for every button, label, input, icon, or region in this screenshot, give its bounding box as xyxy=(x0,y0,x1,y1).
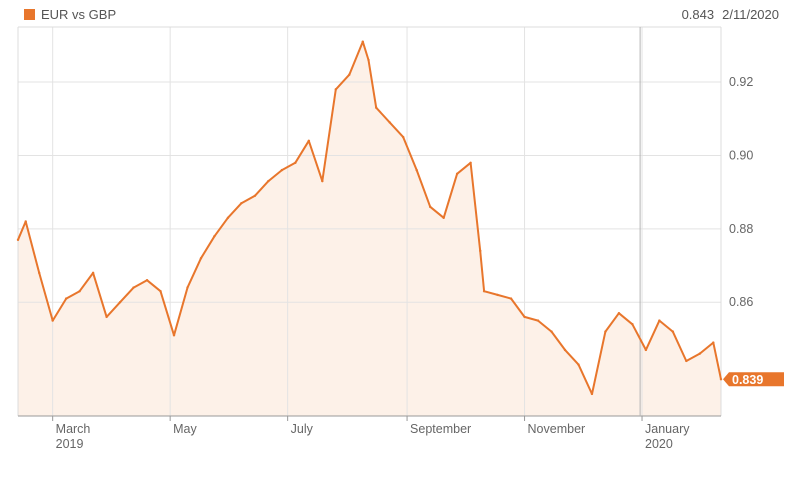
data-point xyxy=(455,172,459,175)
data-point xyxy=(321,179,324,183)
data-point xyxy=(91,271,95,275)
data-point xyxy=(698,352,702,355)
x-tick-label: November xyxy=(528,422,586,436)
data-point xyxy=(64,297,68,300)
data-point xyxy=(186,286,189,289)
data-point xyxy=(24,220,27,223)
data-point xyxy=(550,330,553,333)
data-point xyxy=(415,168,418,172)
data-point xyxy=(253,194,257,198)
y-tick-label: 0.90 xyxy=(729,148,753,162)
data-point xyxy=(719,378,723,381)
data-point xyxy=(145,279,149,282)
last-value-badge xyxy=(723,372,784,387)
data-point xyxy=(577,363,580,366)
data-point xyxy=(280,168,284,172)
data-point xyxy=(496,293,499,297)
data-point xyxy=(361,40,364,43)
data-point xyxy=(132,286,135,289)
data-point xyxy=(172,334,176,337)
data-point xyxy=(307,139,311,142)
legend-swatch xyxy=(24,9,35,20)
data-point xyxy=(118,301,122,304)
data-point xyxy=(240,201,243,205)
data-point xyxy=(644,348,648,352)
value-readout: 0.843 2/11/2020 xyxy=(682,7,779,22)
x-tick-label: May xyxy=(173,422,197,436)
data-point xyxy=(509,297,513,300)
data-point xyxy=(536,319,540,322)
data-point xyxy=(199,256,203,260)
data-point xyxy=(267,179,270,183)
data-point xyxy=(105,315,108,319)
data-point xyxy=(617,312,621,315)
legend: EUR vs GBP xyxy=(24,7,116,22)
data-point xyxy=(469,161,472,164)
data-point xyxy=(631,323,634,326)
last-value-label: 0.839 xyxy=(732,373,763,387)
data-point xyxy=(388,121,391,124)
data-point xyxy=(523,315,526,319)
data-point xyxy=(294,161,297,164)
x-tick-label: March xyxy=(56,422,91,436)
readout-date: 2/11/2020 xyxy=(722,7,779,22)
y-tick-label: 0.88 xyxy=(729,222,753,236)
x-tick-label: September xyxy=(410,422,471,436)
data-point xyxy=(482,290,486,293)
data-point xyxy=(16,238,20,242)
data-point xyxy=(658,319,661,322)
data-point xyxy=(367,58,370,62)
readout-value: 0.843 xyxy=(681,7,715,22)
data-point xyxy=(226,216,230,220)
data-point xyxy=(563,348,567,352)
x-tick-label: July xyxy=(291,422,314,436)
data-point xyxy=(712,341,715,344)
data-point xyxy=(671,330,675,333)
data-point xyxy=(685,359,688,363)
data-point xyxy=(604,330,607,333)
x-tick-label: January xyxy=(645,422,690,436)
data-point xyxy=(213,234,216,238)
data-point xyxy=(51,319,54,322)
data-point xyxy=(159,290,162,293)
x-tick-sublabel: 2019 xyxy=(56,437,84,451)
data-point xyxy=(334,88,337,91)
data-point xyxy=(375,106,378,109)
data-point xyxy=(442,216,445,220)
data-point xyxy=(348,73,351,76)
data-point xyxy=(78,290,81,293)
x-tick-sublabel: 2020 xyxy=(645,437,673,451)
y-tick-label: 0.92 xyxy=(729,75,753,89)
legend-label: EUR vs GBP xyxy=(41,7,117,22)
series-line xyxy=(17,40,722,395)
data-point xyxy=(428,205,432,209)
y-tick-label: 0.86 xyxy=(729,295,753,309)
data-point xyxy=(479,249,482,253)
data-point xyxy=(402,135,405,139)
data-point xyxy=(37,271,41,275)
data-point xyxy=(590,392,594,396)
